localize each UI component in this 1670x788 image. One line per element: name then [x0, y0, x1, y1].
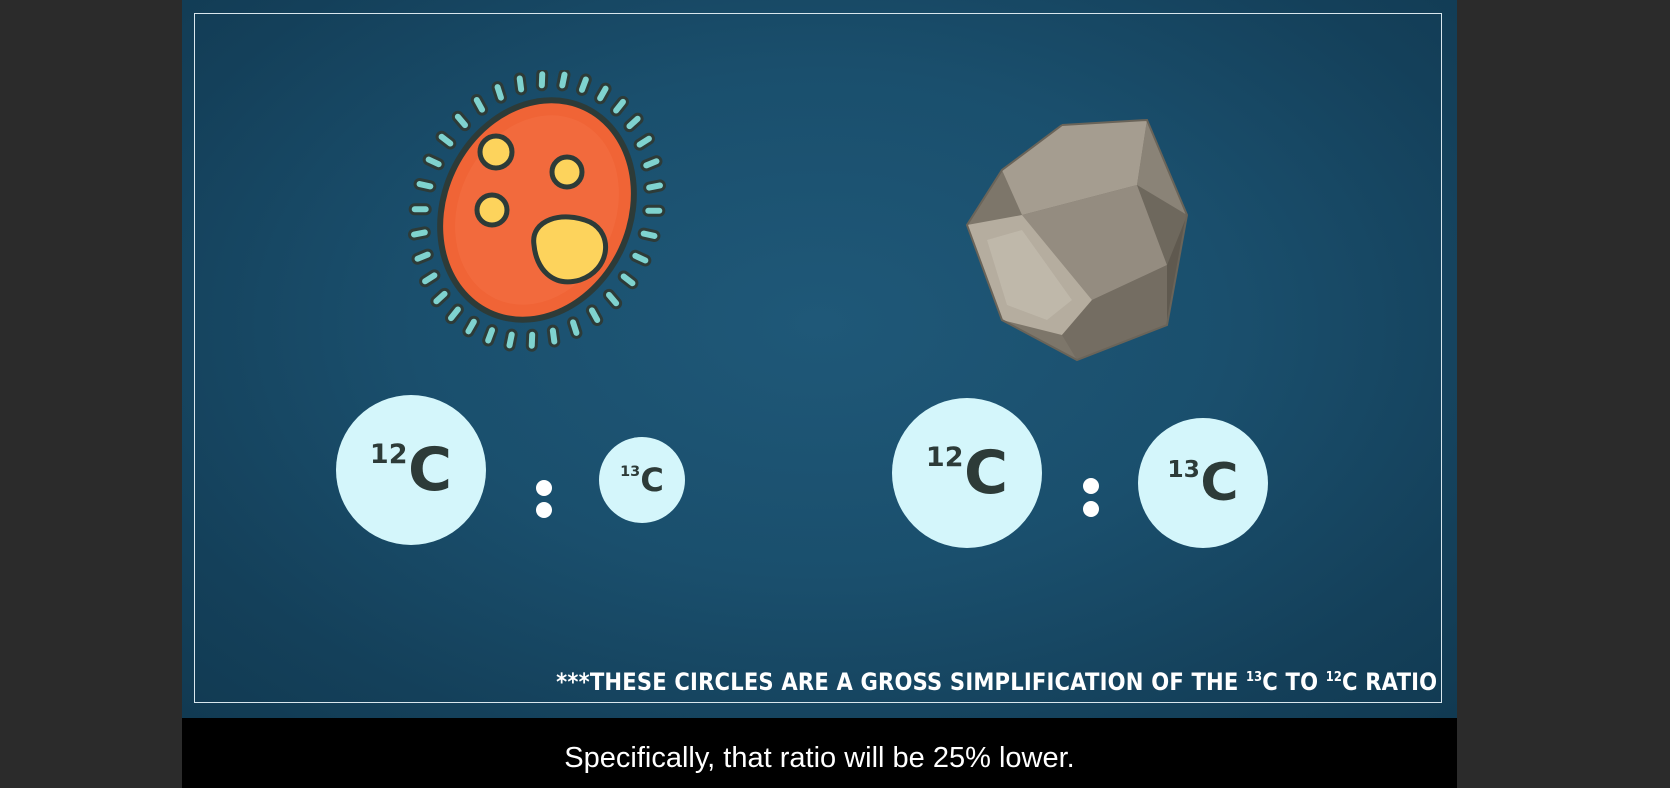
microbe-cilium	[443, 301, 466, 326]
microbe-cilium	[460, 314, 482, 339]
caption-text: Specifically, that ratio will be 25% low…	[564, 742, 1075, 774]
microbe-cilium	[642, 204, 666, 217]
microbe-cilium	[592, 81, 614, 106]
microbe-cilium	[638, 153, 664, 173]
right-c13-circle: 13 C	[1138, 418, 1268, 548]
microbe-cilium	[480, 322, 500, 348]
microbe-cilium	[636, 226, 662, 243]
microbe-cilium	[469, 92, 490, 118]
microbe-cilium	[450, 108, 473, 133]
footnote-suffix: C RATIO	[1341, 668, 1437, 696]
microbe-cilium	[574, 72, 594, 98]
microbe-icon	[407, 70, 667, 353]
microbe-cilium	[412, 177, 438, 194]
microbe-cilium	[410, 247, 436, 267]
microbe-cilium	[407, 225, 432, 242]
right-c12-circle: 12 C	[892, 398, 1042, 548]
isotope-number: 13	[1167, 455, 1200, 484]
isotope-number: 12	[369, 439, 408, 471]
microbe-cilium	[417, 267, 443, 289]
microbe-cilium	[525, 328, 539, 352]
microbe-cilium	[608, 94, 631, 119]
element-symbol: C	[964, 438, 1009, 508]
video-frame[interactable]: 12 C 13 C 12 C 13 C ***THESE CIRCLES ARE A G…	[182, 0, 1457, 718]
microbe-cilium	[627, 248, 653, 268]
microbe-cilium	[535, 70, 549, 92]
footnote-middle: C TO	[1261, 668, 1326, 696]
footnote-isotope-b: 12	[1325, 670, 1342, 685]
caption-bar: Specifically, that ratio will be 25% low…	[182, 718, 1457, 788]
microbe-cilium	[546, 324, 561, 349]
isotope-number: 12	[925, 442, 964, 474]
frame-border	[194, 13, 1442, 703]
microbe-cilium	[555, 70, 572, 93]
footnote-isotope-a: 13	[1245, 670, 1262, 685]
microbe-cilium	[421, 152, 447, 172]
footnote: ***THESE CIRCLES ARE A GROSS SIMPLIFICAT…	[556, 668, 1437, 696]
microbe-cilium	[490, 79, 509, 105]
microbe-cilium	[601, 287, 624, 312]
left-c12-circle: 12 C	[336, 395, 486, 545]
rock-icon	[965, 118, 1189, 362]
element-symbol: C	[408, 435, 453, 505]
microbe-cilium	[408, 203, 432, 216]
footnote-prefix: ***THESE CIRCLES ARE A GROSS SIMPLIFICAT…	[555, 668, 1246, 696]
microbe-cilium	[621, 110, 646, 135]
microbe-cilium	[565, 315, 584, 341]
isotope-number: 13	[620, 463, 641, 480]
left-c13-circle: 13 C	[599, 437, 685, 523]
microbe-cilium	[631, 131, 657, 153]
microbe-cilium	[615, 268, 641, 292]
microbe-cilium	[502, 327, 519, 353]
element-symbol: C	[640, 461, 664, 499]
microbe-cilium	[642, 178, 667, 195]
microbe-cilium	[584, 302, 605, 328]
microbe-cilium	[513, 71, 528, 96]
element-symbol: C	[1200, 453, 1239, 513]
microbe-cilium	[433, 128, 459, 152]
microbe-cilium	[428, 285, 453, 310]
